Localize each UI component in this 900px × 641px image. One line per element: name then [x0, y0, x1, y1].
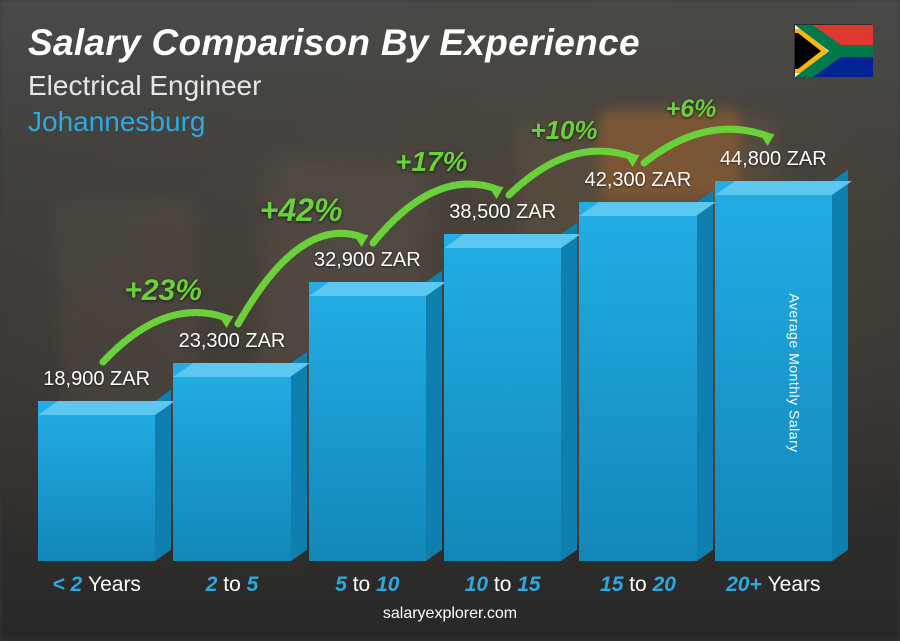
bar [173, 363, 290, 561]
chart-title: Salary Comparison By Experience [28, 22, 872, 64]
bar [38, 401, 155, 561]
bar [579, 202, 696, 561]
category-label: 10 to 15 [444, 573, 561, 597]
pct-arrow-icon [624, 90, 788, 183]
infographic-container: Salary Comparison By Experience Electric… [0, 0, 900, 641]
category-label: 15 to 20 [579, 573, 696, 597]
category-axis: < 2 Years 2 to 5 5 to 10 10 to 15 15 to 20 20… [38, 573, 832, 597]
footer-credit: salaryexplorer.com [28, 597, 872, 623]
chart-area: 18,900 ZAR23,300 ZAR32,900 ZAR38,500 ZAR… [28, 148, 872, 597]
bar-slot: 42,300 ZAR [579, 169, 696, 561]
category-label: 20+ Years [715, 573, 832, 597]
bar [715, 181, 832, 561]
category-label: 5 to 10 [309, 573, 426, 597]
y-axis-label: Average Monthly Salary [786, 293, 802, 452]
south-africa-flag-icon [794, 24, 872, 76]
category-label: 2 to 5 [173, 573, 290, 597]
category-label: < 2 Years [38, 573, 155, 597]
bar-slot: 44,800 ZAR [715, 148, 832, 561]
bar-slot: 18,900 ZAR [38, 368, 155, 561]
bar [444, 234, 561, 561]
